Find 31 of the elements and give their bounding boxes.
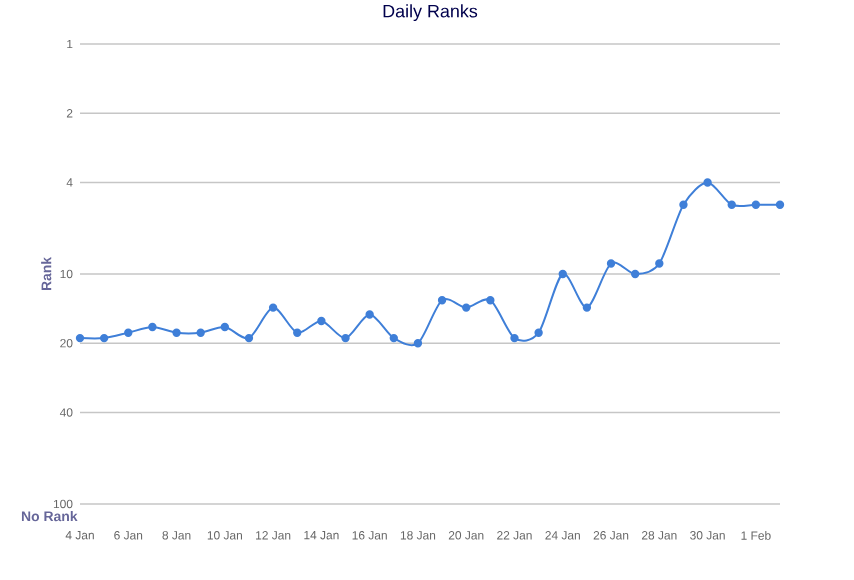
point bbox=[75, 333, 85, 343]
point bbox=[268, 303, 278, 312]
point bbox=[413, 339, 423, 348]
point bbox=[655, 259, 664, 268]
point bbox=[679, 200, 688, 209]
point bbox=[751, 200, 761, 209]
point bbox=[727, 200, 736, 209]
point bbox=[630, 269, 640, 279]
point bbox=[389, 333, 398, 343]
point bbox=[317, 316, 326, 326]
point bbox=[703, 178, 712, 187]
point bbox=[293, 328, 302, 337]
point bbox=[172, 328, 181, 337]
point bbox=[437, 296, 447, 305]
point bbox=[775, 200, 785, 209]
point bbox=[124, 328, 133, 337]
point bbox=[558, 269, 567, 279]
point bbox=[196, 328, 205, 337]
point bbox=[220, 322, 230, 332]
point bbox=[99, 333, 109, 343]
chart-title: Daily Ranks bbox=[383, 4, 478, 21]
point bbox=[462, 303, 471, 312]
point bbox=[486, 296, 495, 305]
point bbox=[534, 328, 543, 337]
point bbox=[510, 333, 519, 343]
point bbox=[606, 259, 616, 268]
point bbox=[244, 333, 254, 343]
point bbox=[341, 333, 350, 343]
point bbox=[148, 322, 157, 332]
point bbox=[365, 310, 374, 319]
point bbox=[582, 303, 592, 312]
